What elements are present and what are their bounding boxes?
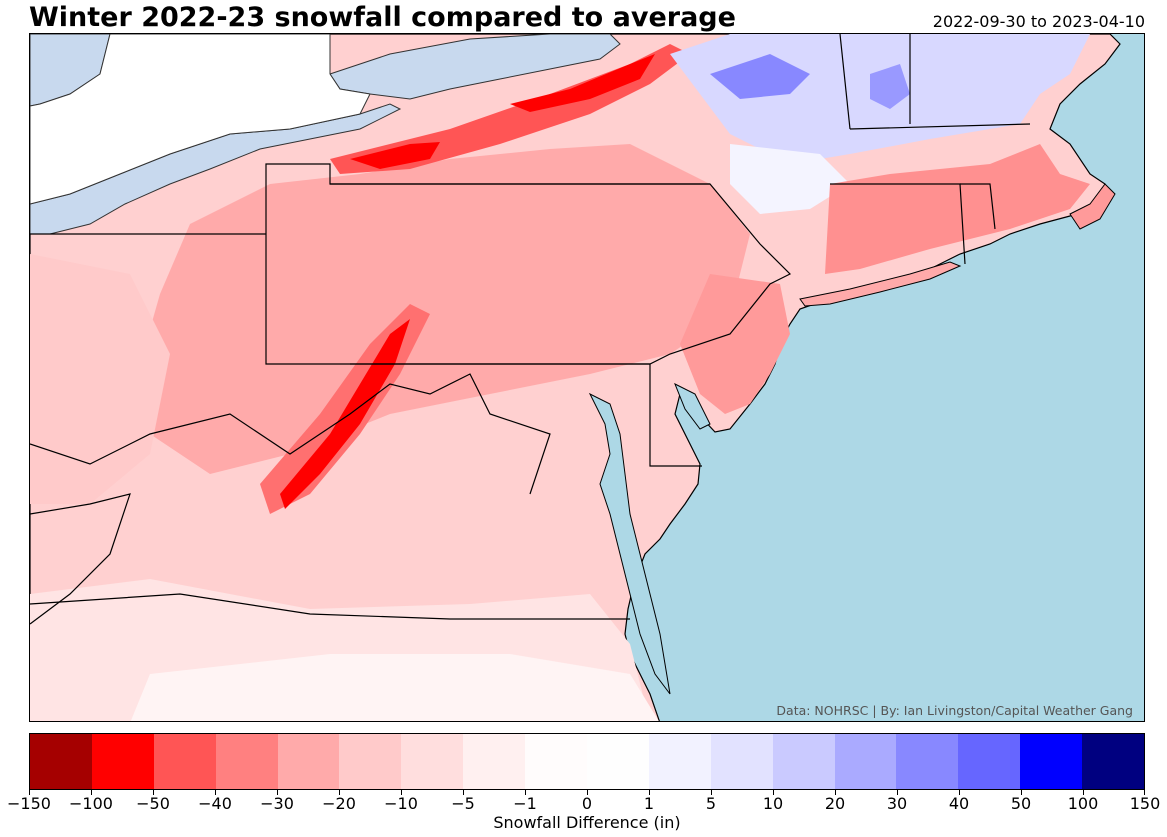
colorbar-tick-mark [401,790,402,795]
colorbar-tick-label: −20 [322,794,356,813]
colorbar-tick-label: 20 [824,794,846,813]
colorbar-tick-mark [959,790,960,795]
state-borders [30,34,1031,625]
colorbar-tick-mark [463,790,464,795]
de-border [649,364,702,467]
northeast-white-zone [730,144,850,214]
colorbar-tick-label: 150 [1129,794,1161,813]
colorbar-segment [1020,734,1083,789]
colorbar-segment [339,734,402,789]
colorbar-tick-mark [91,790,92,795]
colorbar-segment [710,734,773,789]
colorbar-tick-mark [277,790,278,795]
colorbar-segment [401,734,464,789]
colorbar-tick-mark [897,790,898,795]
wv-border [30,373,551,495]
mid-red-zone [140,144,750,474]
colorbar-segment [896,734,959,789]
colorbar-segment [463,734,526,789]
nj-coastal-red [680,274,790,414]
cape-cod [1069,183,1116,230]
colorbar-segment [648,734,711,789]
colorbar-segment [277,734,340,789]
colorbar-tick-label: 1 [643,794,655,813]
colorbar-tick-mark [711,790,712,795]
colorbar-tick-mark [29,790,30,795]
colorbar-tick-label: 0 [581,794,593,813]
colorbar-label: Snowfall Difference (in) [493,813,681,832]
delaware-bay [674,382,711,430]
colorbar-tick-mark [773,790,774,795]
northern-red-core-2 [350,142,440,169]
northeast-blue-core [710,54,810,99]
long-island [799,261,962,307]
colorbar-tick-mark [1144,790,1145,795]
colorbar-tick-label: 5 [705,794,717,813]
chart-title: Winter 2022-23 snowfall compared to aver… [29,2,736,33]
colorbar-segment [30,734,92,789]
map-canvas [30,34,1144,721]
ridge-red-2 [280,319,410,509]
colorbar-tick-label: −150 [7,794,51,813]
colorbar-tick-label: −50 [136,794,170,813]
colorbar-tick-mark [1021,790,1022,795]
colorbar-tick-label: −100 [69,794,113,813]
colorbar-tick-mark [525,790,526,795]
colorbar-tick-label: 50 [1010,794,1032,813]
colorbar-tick-label: 100 [1067,794,1099,813]
colorbar-tick-mark [587,790,588,795]
new-england-red [825,144,1090,274]
colorbar-ticks: −150 −100 −50 −40 −30 −20 −10 −5 −1 0 1 5 10 20 30 40 50… [7,790,1160,814]
colorbar-segment [958,734,1021,789]
chesapeake-bay [588,392,671,695]
colorbar-segment [772,734,835,789]
colorbar-tick-mark [649,790,650,795]
date-range: 2022-09-30 to 2023-04-10 [932,12,1145,31]
colorbar-tick-mark [835,790,836,795]
ma-border [849,123,1031,130]
colorbar-segment [834,734,897,789]
canada-white-land [30,34,371,205]
colorbar-segment [587,734,649,789]
colorbar-segment [153,734,216,789]
colorbar-tick-label: −30 [260,794,294,813]
colorbar-tick-label: 10 [762,794,784,813]
lake-ontario [329,34,621,100]
va-border [30,593,630,620]
colorbar-tick-mark [153,790,154,795]
ky-border [30,493,131,625]
colorbar-tick-label: −10 [384,794,418,813]
colorbar-tick-label: 30 [886,794,908,813]
colorbar-segment [525,734,588,789]
colorbar-segment [215,734,278,789]
colorbar-tick-label: 40 [948,794,970,813]
colorbar [29,733,1145,790]
pale-zone-southeast [130,654,659,721]
northeast-blue-core-2 [870,64,910,109]
ri-border [960,183,996,230]
ny-vt-border [839,34,851,130]
colorbar-tick-label: −1 [513,794,537,813]
colorbar-tick-mark [215,790,216,795]
snowfall-map[interactable]: Data: NOHRSC | By: Ian Livingston/Capita… [29,33,1145,722]
colorbar-tick-mark [339,790,340,795]
northern-red-core [510,54,655,112]
data-credit: Data: NOHRSC | By: Ian Livingston/Capita… [776,703,1133,718]
colorbar-tick-mark [1083,790,1084,795]
colorbar-tick-label: −40 [198,794,232,813]
colorbar-segment [1082,734,1145,789]
colorbar-segment [91,734,154,789]
colorbar-tick-label: −5 [451,794,475,813]
